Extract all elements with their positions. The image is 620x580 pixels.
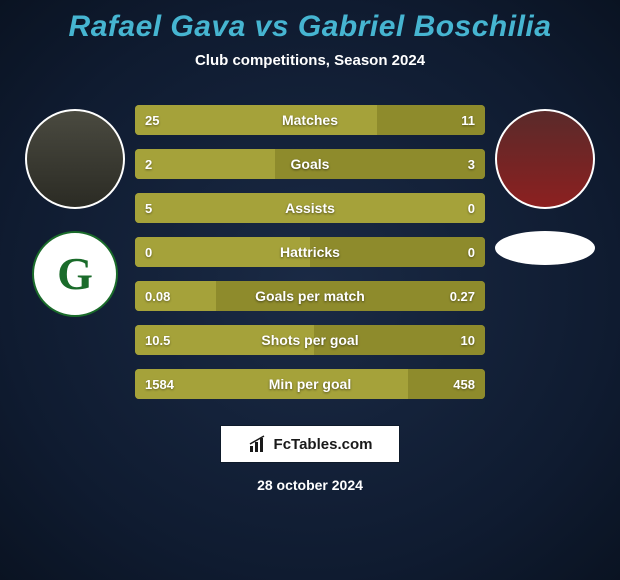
stat-bar-left-fill — [135, 325, 314, 355]
stat-bar-left-fill — [135, 369, 408, 399]
stat-bar-left-fill — [135, 281, 216, 311]
date-text: 28 october 2024 — [0, 477, 620, 493]
stat-bars: Matches2511 Goals23 Assists50 Hattricks00 Go… — [135, 99, 485, 399]
stat-bar: Min per goal1584458 — [135, 369, 485, 399]
left-player-column: G — [15, 99, 135, 317]
page-title: Rafael Gava vs Gabriel Boschilia — [0, 10, 620, 44]
stat-bar-left-fill — [135, 193, 485, 223]
source-logo-text: FcTables.com — [274, 436, 373, 453]
stat-bar-right-fill — [310, 237, 485, 267]
club-badge-left: G — [32, 231, 118, 317]
comparison-body: G Matches2511 Goals23 Assists50 Hattricks00… — [0, 99, 620, 399]
source-logo[interactable]: FcTables.com — [220, 425, 400, 463]
comparison-card: Rafael Gava vs Gabriel Boschilia Club co… — [0, 0, 620, 580]
chart-icon — [248, 434, 268, 454]
stat-bar-right-fill — [377, 105, 486, 135]
stat-bar: Goals23 — [135, 149, 485, 179]
subtitle: Club competitions, Season 2024 — [0, 52, 620, 69]
stat-bar: Goals per match0.080.27 — [135, 281, 485, 311]
player-avatar-right — [495, 109, 595, 209]
stat-bar-right-fill — [275, 149, 485, 179]
stat-bar-left-fill — [135, 237, 310, 267]
stat-bar: Hattricks00 — [135, 237, 485, 267]
stat-bar-left-fill — [135, 105, 377, 135]
club-badge-right — [495, 231, 595, 265]
stat-bar-left-fill — [135, 149, 275, 179]
stat-bar: Shots per goal10.510 — [135, 325, 485, 355]
stat-bar: Matches2511 — [135, 105, 485, 135]
stat-bar-right-fill — [408, 369, 485, 399]
player-avatar-left — [25, 109, 125, 209]
stat-bar-right-fill — [314, 325, 486, 355]
stat-bar: Assists50 — [135, 193, 485, 223]
club-badge-letter: G — [57, 251, 93, 297]
right-player-column — [485, 99, 605, 265]
stat-bar-right-fill — [216, 281, 486, 311]
